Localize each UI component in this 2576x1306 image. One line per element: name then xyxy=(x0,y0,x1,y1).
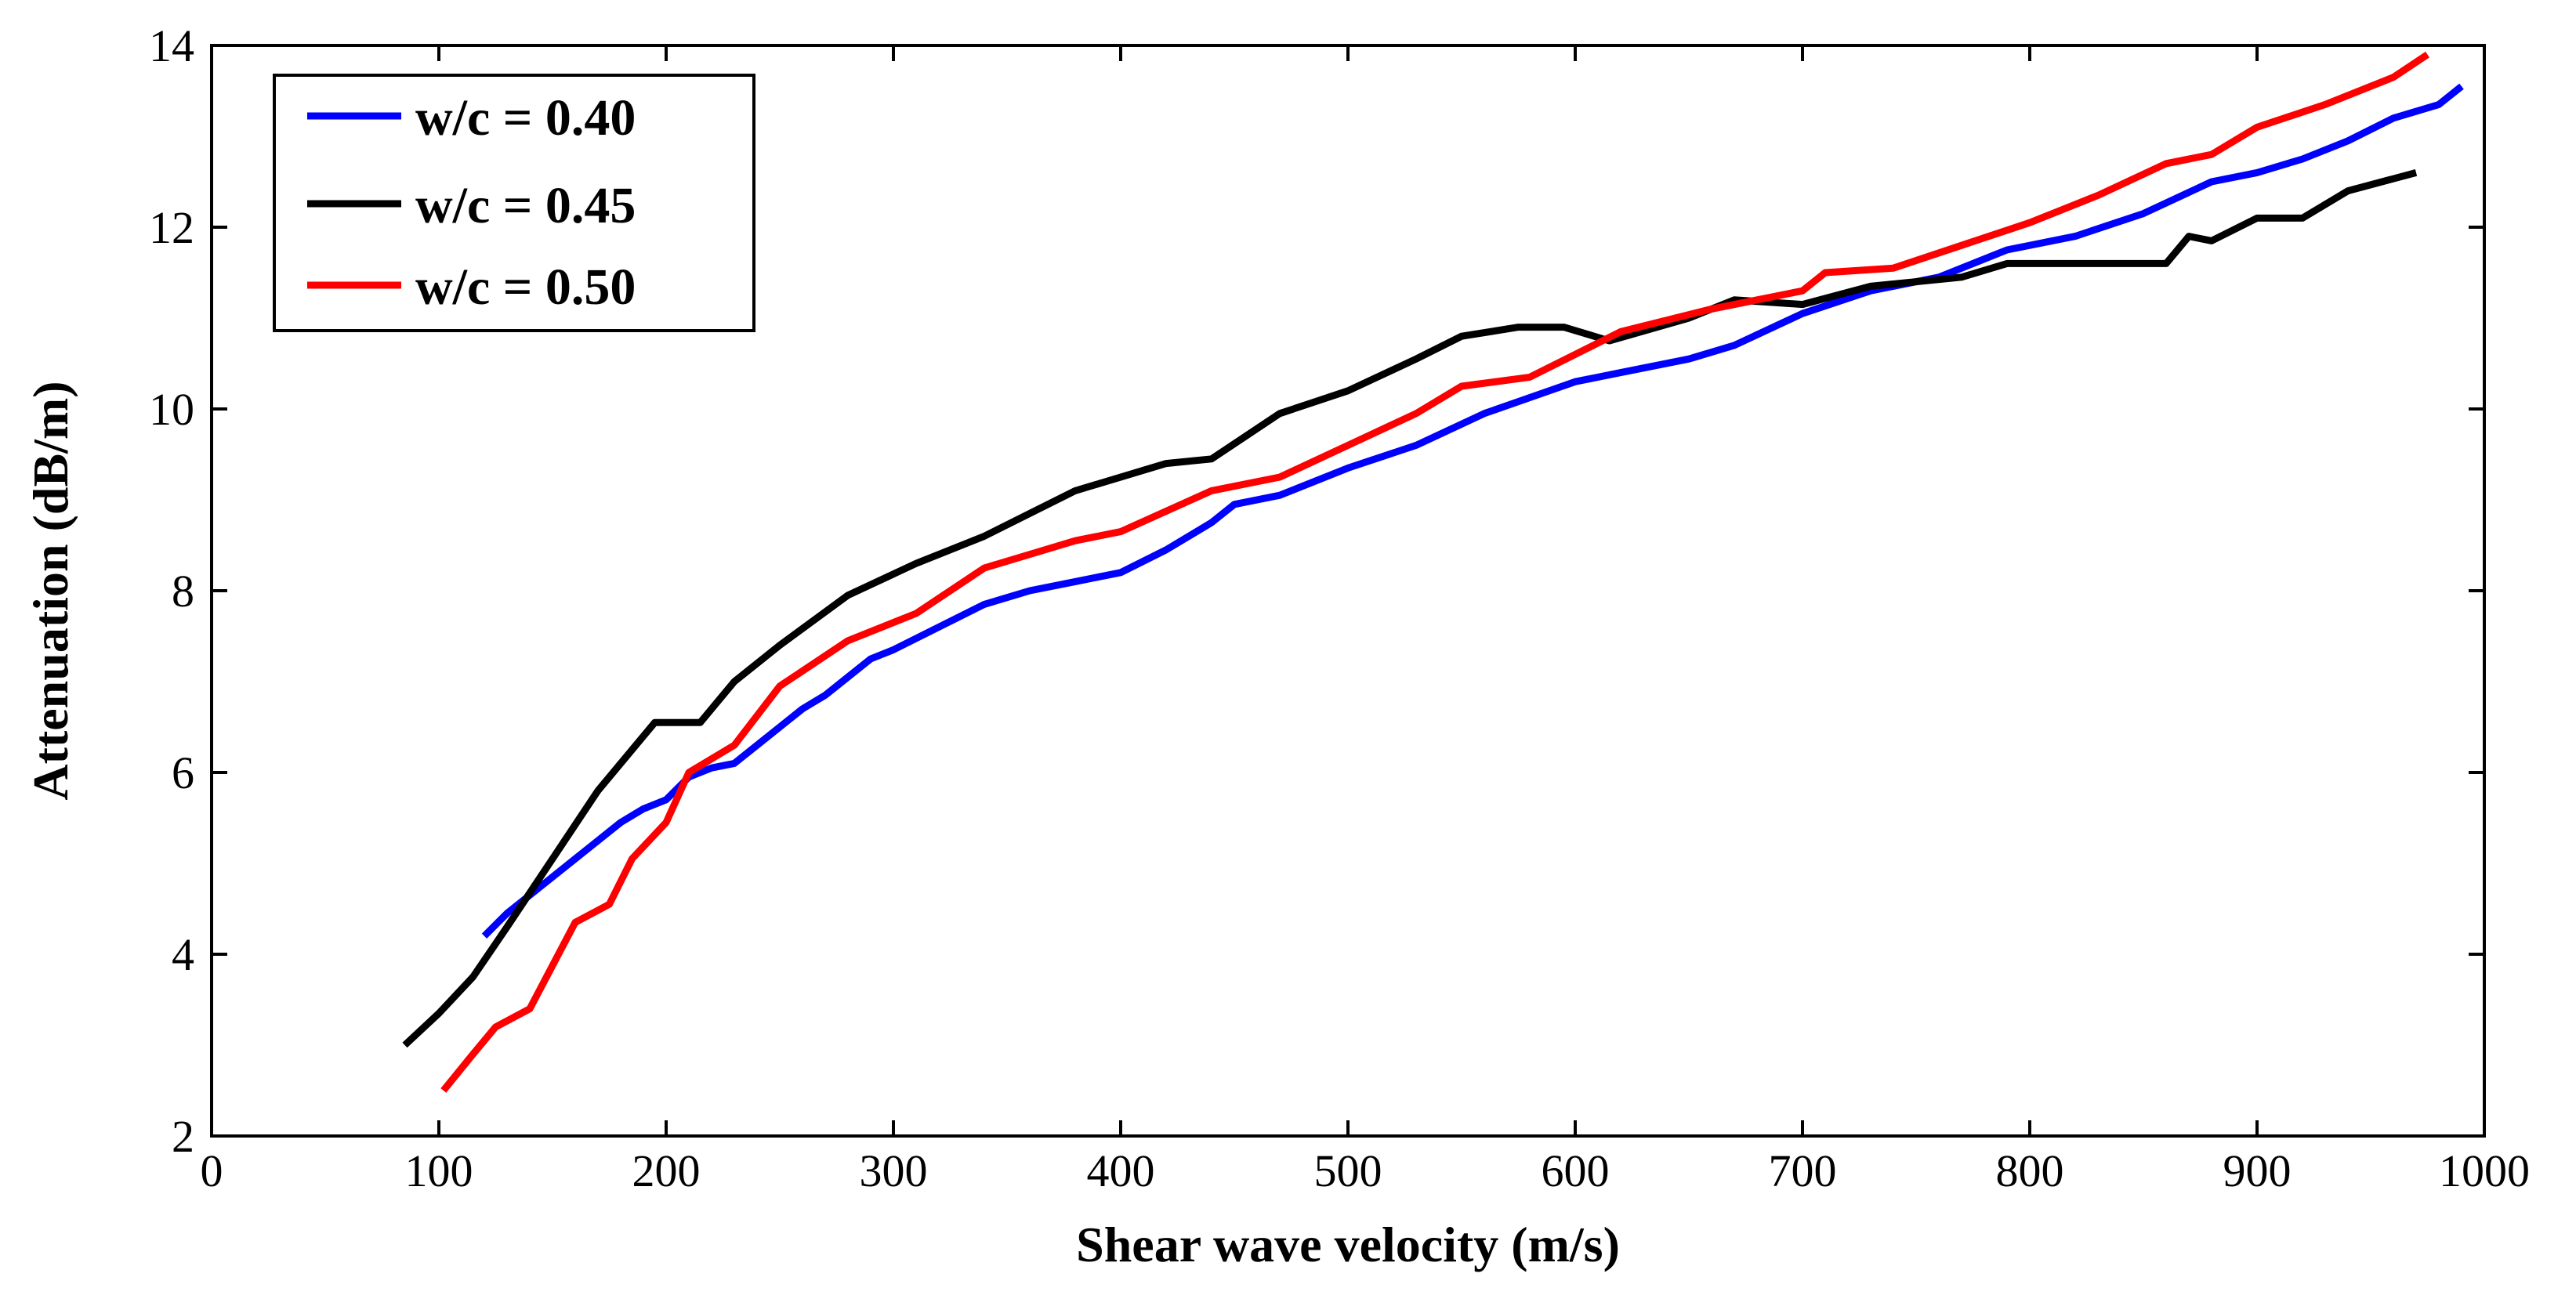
x-tick-label: 800 xyxy=(1996,1145,2064,1196)
y-tick-label: 2 xyxy=(172,1111,194,1162)
y-tick-label: 10 xyxy=(149,384,194,435)
x-tick-label: 0 xyxy=(201,1145,223,1196)
series-line-3 xyxy=(440,51,2429,1093)
y-axis-ticks: 2 4 6 8 10 12 14 xyxy=(149,20,2484,1162)
legend: w/c = 0.40 w/c = 0.45 w/c = 0.50 xyxy=(273,74,755,332)
y-tick-label: 14 xyxy=(149,20,194,71)
x-tick-label: 600 xyxy=(1542,1145,1610,1196)
x-tick-label: 900 xyxy=(2223,1145,2292,1196)
legend-label-wc-040: w/c = 0.40 xyxy=(415,89,636,147)
y-tick-label: 6 xyxy=(172,747,194,798)
x-tick-label: 300 xyxy=(860,1145,928,1196)
series-line-1 xyxy=(481,83,2464,939)
x-axis-label: Shear wave velocity (m/s) xyxy=(1076,1217,1620,1272)
x-axis-ticks: 0 100 200 300 400 500 600 700 800 900 1000 xyxy=(201,45,2530,1196)
x-tick-label: 200 xyxy=(632,1145,701,1196)
x-tick-label: 100 xyxy=(405,1145,473,1196)
x-tick-label: 400 xyxy=(1087,1145,1155,1196)
y-tick-label: 12 xyxy=(149,202,194,253)
x-tick-label: 700 xyxy=(1769,1145,1837,1196)
series-line-2 xyxy=(402,169,2418,1048)
series-lines xyxy=(402,51,2464,1093)
x-tick-label: 1000 xyxy=(2439,1145,2530,1196)
legend-label-wc-045: w/c = 0.45 xyxy=(415,177,636,234)
y-axis-label: Attenuation (dB/m) xyxy=(23,381,78,800)
y-tick-label: 4 xyxy=(172,929,194,980)
y-tick-label: 8 xyxy=(172,566,194,617)
legend-label-wc-050: w/c = 0.50 xyxy=(415,259,636,316)
x-tick-label: 500 xyxy=(1314,1145,1382,1196)
